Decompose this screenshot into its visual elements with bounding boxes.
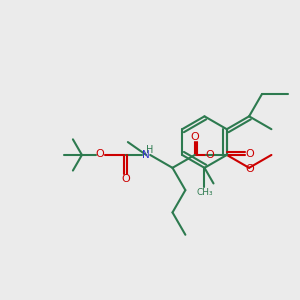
Text: N: N — [142, 150, 150, 160]
Text: O: O — [121, 174, 130, 184]
Text: O: O — [190, 132, 199, 142]
Text: O: O — [96, 149, 104, 159]
Text: CH₃: CH₃ — [196, 188, 213, 196]
Text: O: O — [205, 150, 214, 160]
Text: H: H — [146, 145, 154, 155]
Text: O: O — [246, 164, 254, 174]
Text: O: O — [245, 149, 254, 159]
